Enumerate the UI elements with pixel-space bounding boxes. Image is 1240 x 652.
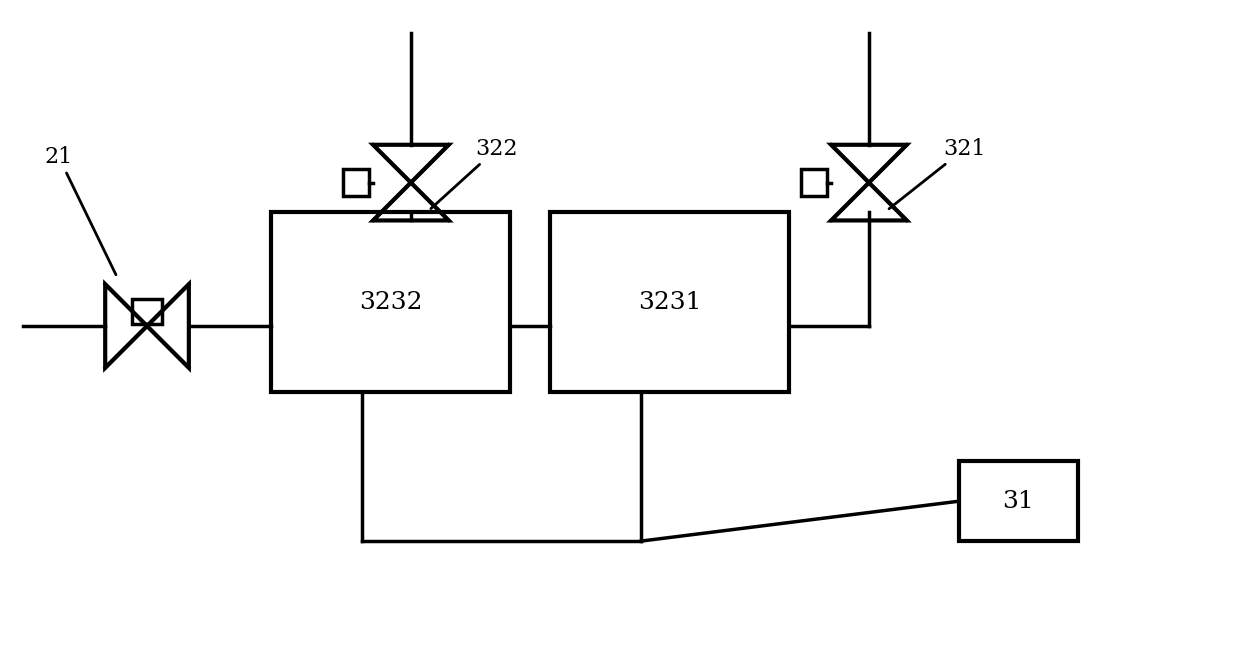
Text: 3232: 3232 [360, 291, 423, 314]
Bar [342, 170, 370, 196]
Bar [272, 213, 511, 392]
Bar [551, 213, 790, 392]
Bar [133, 299, 161, 324]
Text: 322: 322 [430, 138, 518, 209]
Text: 31: 31 [1002, 490, 1034, 512]
Bar [959, 462, 1078, 541]
Bar [801, 170, 827, 196]
Text: 21: 21 [45, 145, 115, 274]
Text: 3231: 3231 [639, 291, 702, 314]
Text: 321: 321 [889, 138, 986, 209]
